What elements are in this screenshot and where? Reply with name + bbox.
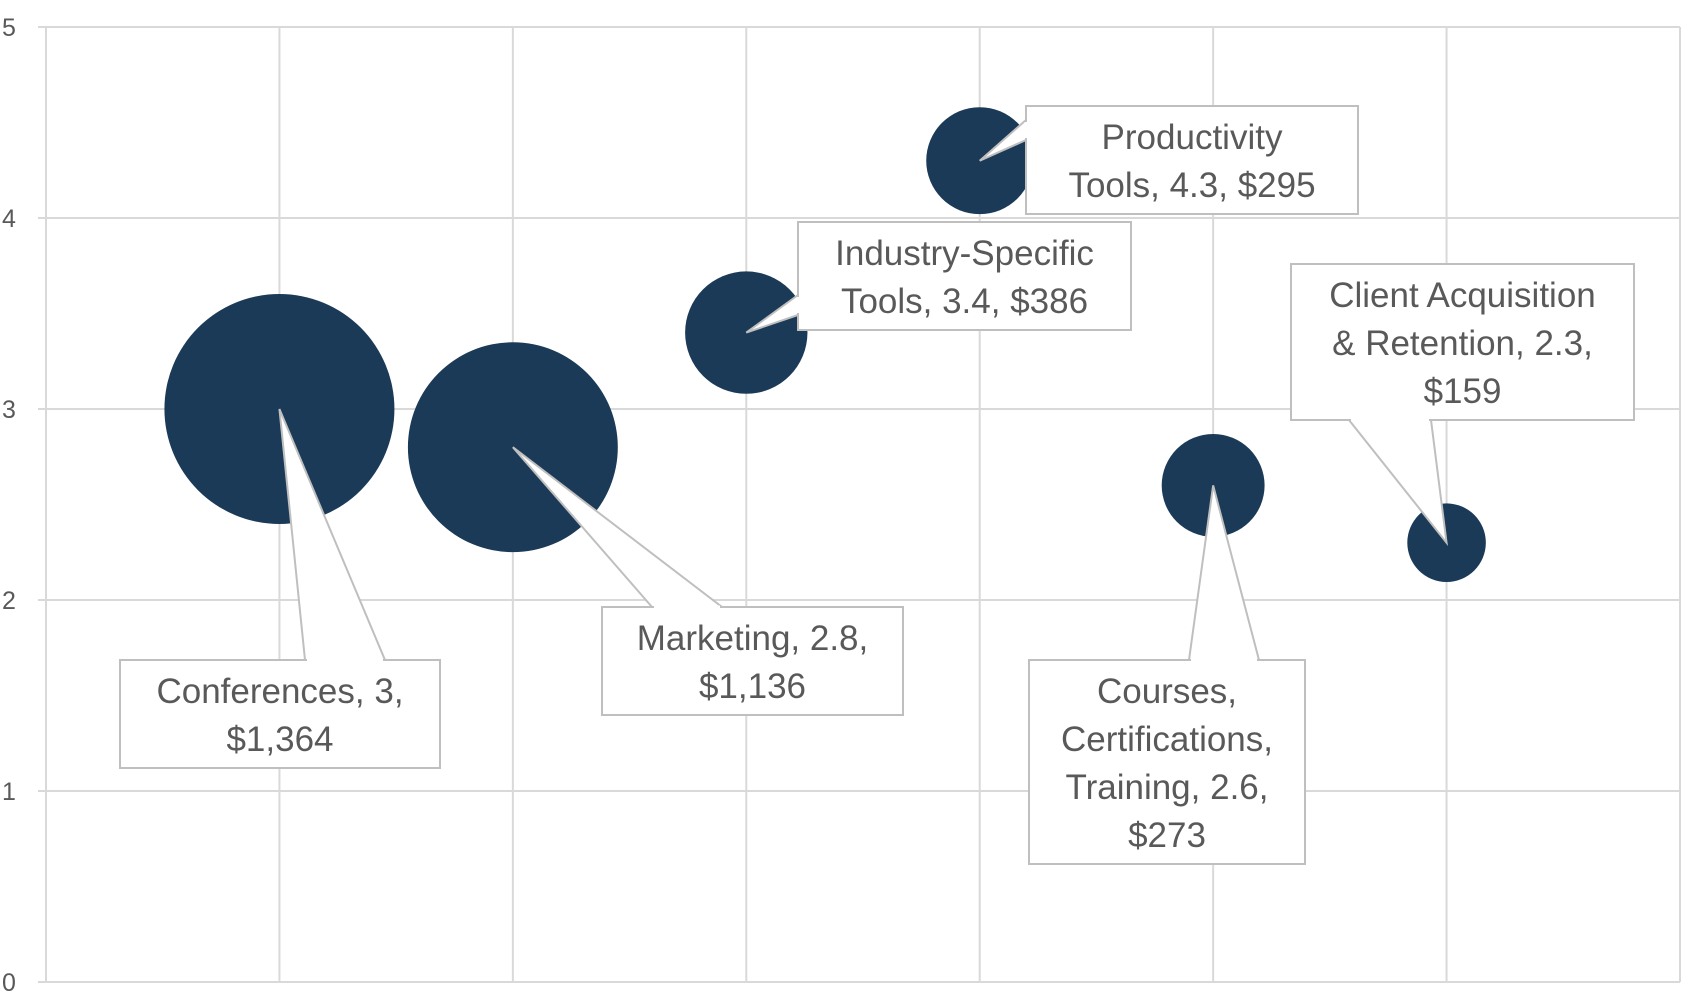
data-label-line: Client Acquisition <box>1329 276 1596 315</box>
data-label-line: Tools, 4.3, $295 <box>1068 166 1315 205</box>
data-label-line: Tools, 3.4, $386 <box>841 282 1088 321</box>
callout-box <box>797 221 1132 331</box>
data-label-line: Productivity <box>1102 118 1283 157</box>
data-label-line: $1,364 <box>226 720 333 759</box>
data-labels: Conferences, 3, $1,364 Marketing, 2.8, $1,1… <box>119 105 1635 865</box>
y-tick-label: 5 <box>2 14 16 42</box>
data-label-line: Training, 2.6, <box>1066 768 1269 807</box>
callout-box <box>1290 263 1635 421</box>
y-tick-label: 4 <box>2 205 16 233</box>
y-tick-label: 3 <box>2 396 16 424</box>
y-axis-ticks: 0 1 2 3 4 5 <box>2 14 16 997</box>
data-label-line: & Retention, 2.3, <box>1332 324 1593 363</box>
callout-box <box>1028 659 1306 865</box>
data-label-line: Marketing, 2.8, <box>637 619 869 658</box>
callout-box <box>601 606 904 716</box>
data-label-line: Certifications, <box>1061 720 1273 759</box>
y-tick-label: 1 <box>2 778 16 806</box>
callout-box <box>1025 105 1359 215</box>
data-label-line: Conferences, 3, <box>156 672 403 711</box>
y-tick-label: 0 <box>2 969 16 997</box>
callout-pointer <box>1346 419 1449 547</box>
callout-box <box>119 659 441 769</box>
data-label-line: $273 <box>1128 816 1206 855</box>
data-label-line: Industry-Specific <box>835 234 1094 273</box>
data-label-line: $1,136 <box>699 667 806 706</box>
data-label-line: Courses, <box>1097 672 1237 711</box>
data-label-line: $159 <box>1424 372 1502 411</box>
y-tick-label: 2 <box>2 587 16 615</box>
